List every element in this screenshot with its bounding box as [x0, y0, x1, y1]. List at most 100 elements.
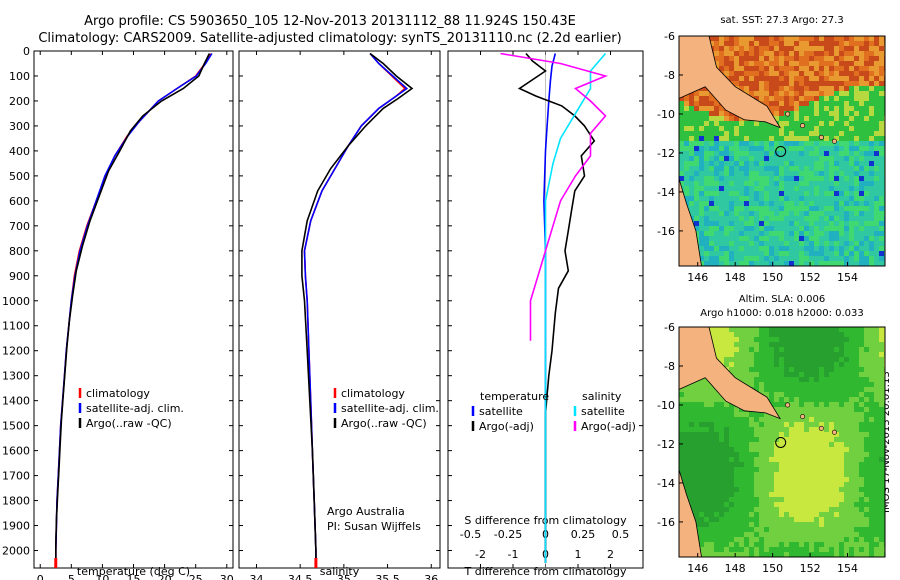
map-cell	[694, 146, 699, 151]
map-cell	[784, 432, 789, 437]
map-cell	[809, 231, 814, 236]
map-cell	[789, 196, 794, 201]
map-cell	[694, 517, 699, 522]
map-cell	[739, 477, 744, 482]
map-cell	[719, 36, 724, 41]
map-cell	[729, 452, 734, 457]
map-cell	[784, 126, 789, 131]
map-cell	[839, 347, 844, 352]
map-cell	[734, 462, 739, 467]
map-cell	[879, 347, 884, 352]
map-cell	[729, 246, 734, 251]
map-cell	[754, 96, 759, 101]
map-cell	[874, 181, 879, 186]
map-cell	[729, 161, 734, 166]
map-cell	[684, 387, 689, 392]
map-cell	[844, 472, 849, 477]
map-cell	[839, 332, 844, 337]
map-cell	[824, 382, 829, 387]
map-cell	[729, 121, 734, 126]
map-cell	[699, 547, 704, 552]
map-cell	[839, 126, 844, 131]
map-cell	[879, 106, 884, 111]
map-cell	[734, 327, 739, 332]
series-line	[517, 52, 596, 563]
map-cell	[814, 196, 819, 201]
map-cell	[839, 211, 844, 216]
map-cell	[774, 191, 779, 196]
map-cell	[864, 136, 869, 141]
map-cell	[844, 126, 849, 131]
map-cell	[714, 442, 719, 447]
map-cell	[774, 41, 779, 46]
map-cell	[854, 41, 859, 46]
map-cell	[864, 126, 869, 131]
map-cell	[694, 452, 699, 457]
map-cell	[869, 522, 874, 527]
x-tick-label: 152	[800, 562, 821, 575]
map-cell	[779, 407, 784, 412]
map-cell	[834, 136, 839, 141]
map-cell	[789, 241, 794, 246]
map-cell	[769, 46, 774, 51]
map-cell	[759, 206, 764, 211]
map-cell	[874, 236, 879, 241]
map-cell	[679, 452, 684, 457]
map-cell	[869, 181, 874, 186]
map-cell	[709, 422, 714, 427]
map-cell	[689, 191, 694, 196]
map-cell	[774, 497, 779, 502]
map-cell	[779, 422, 784, 427]
map-cell	[854, 196, 859, 201]
map-cell	[739, 141, 744, 146]
map-cell	[764, 437, 769, 442]
map-cell	[879, 432, 884, 437]
map-cell	[799, 246, 804, 251]
map-cell	[824, 452, 829, 457]
map-cell	[804, 241, 809, 246]
map-cell	[709, 171, 714, 176]
map-cell	[829, 156, 834, 161]
map-cell	[819, 206, 824, 211]
map-cell	[769, 106, 774, 111]
map-cell	[734, 482, 739, 487]
map-cell	[724, 51, 729, 56]
map-cell	[869, 131, 874, 136]
map-cell	[799, 462, 804, 467]
map-cell	[869, 482, 874, 487]
map-cell	[734, 261, 739, 266]
map-cell	[759, 61, 764, 66]
map-cell	[824, 392, 829, 397]
land-mass	[679, 401, 702, 557]
map-cell	[789, 186, 794, 191]
map-cell	[804, 201, 809, 206]
map-cell	[744, 141, 749, 146]
map-cell	[769, 492, 774, 497]
map-cell	[869, 547, 874, 552]
map-cell	[769, 462, 774, 467]
map-cell	[749, 196, 754, 201]
map-cell	[844, 196, 849, 201]
map-cell	[864, 552, 869, 557]
map-cell	[849, 542, 854, 547]
map-cell	[844, 181, 849, 186]
map-cell	[824, 472, 829, 477]
map-cell	[744, 337, 749, 342]
map-cell	[719, 332, 724, 337]
map-cell	[719, 116, 724, 121]
map-cell	[764, 36, 769, 41]
map-cell	[729, 186, 734, 191]
map-cell	[844, 407, 849, 412]
map-cell	[804, 412, 809, 417]
map-cell	[864, 46, 869, 51]
map-cell	[699, 131, 704, 136]
map-cell	[794, 56, 799, 61]
map-cell	[869, 246, 874, 251]
map-cell	[699, 412, 704, 417]
map-cell	[859, 402, 864, 407]
map-cell	[784, 91, 789, 96]
map-cell	[729, 532, 734, 537]
map-cell	[704, 477, 709, 482]
map-cell	[694, 407, 699, 412]
map-cell	[704, 251, 709, 256]
